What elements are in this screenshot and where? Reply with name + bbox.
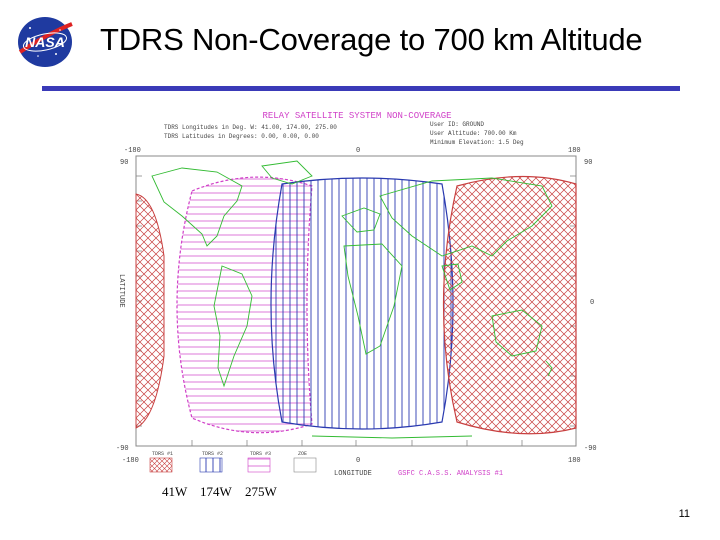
x-tick-mid-bottom: 0 [356, 457, 360, 465]
legend-swatch-tdrs3 [247, 457, 271, 473]
info-right-1: User ID: GROUND [430, 121, 484, 128]
legend-label-tdrs2: TDRS #2 [202, 451, 223, 457]
x-tick-right-bottom: 180 [568, 457, 581, 465]
tdrs1-region-left [135, 193, 165, 429]
legend-swatch-tdrs1 [149, 457, 173, 473]
legend-label-zoe: ZOE [298, 451, 307, 457]
title-divider [42, 86, 680, 91]
sat-label-275w: 275W [245, 484, 277, 499]
info-left-2: TDRS Latitudes in Degrees: 0.00, 0.00, 0… [164, 133, 319, 140]
info-right-3: Minimum Elevation: 1.5 Deg [430, 139, 524, 146]
tdrs2-region [270, 177, 454, 430]
legend-swatch-zoe [293, 457, 317, 473]
logo-text: NASA [25, 34, 65, 50]
legend-label-tdrs1: TDRS #1 [152, 451, 173, 457]
page-number: 11 [678, 508, 690, 520]
y-tick-bottom-right: -90 [584, 445, 597, 453]
legend-label-tdrs3: TDRS #3 [250, 451, 271, 457]
continent-outlines [151, 160, 553, 439]
legend-swatch-tdrs2 [199, 457, 223, 473]
sat-label-41w: 41W [162, 484, 188, 499]
sat-label-174w: 174W [200, 484, 232, 499]
y-tick-top-right: 90 [584, 159, 592, 167]
x-tick-right-top: 180 [568, 147, 581, 155]
nasa-logo: NASA [12, 14, 78, 70]
legend: TDRS #1 TDRS #2 TDRS #3 ZOE [149, 451, 317, 473]
figure-header: RELAY SATELLITE SYSTEM NON-COVERAGE [262, 111, 451, 121]
x-tick-mid-top: 0 [356, 147, 360, 155]
coverage-map-figure: RELAY SATELLITE SYSTEM NON-COVERAGE TDRS… [112, 106, 612, 486]
x-axis-label: LONGITUDE [334, 470, 372, 478]
figure-footer: GSFC C.A.S.S. ANALYSIS #1 [398, 470, 503, 478]
info-right-2: User Altitude: 700.00 Km [430, 130, 517, 137]
y-tick-bottom-left: -90 [116, 445, 129, 453]
y-tick-top-left: 90 [120, 159, 128, 167]
tdrs1-region-right [442, 175, 577, 435]
x-tick-left-top: -180 [124, 147, 141, 155]
page-title: TDRS Non-Coverage to 700 km Altitude [100, 22, 643, 57]
y-tick-mid-right: 0 [590, 299, 594, 307]
info-left-1: TDRS Longitudes in Deg. W: 41.00, 174.00… [164, 124, 337, 131]
y-axis-label: LATITUDE [117, 274, 125, 308]
x-tick-left-bottom: -180 [122, 457, 139, 465]
